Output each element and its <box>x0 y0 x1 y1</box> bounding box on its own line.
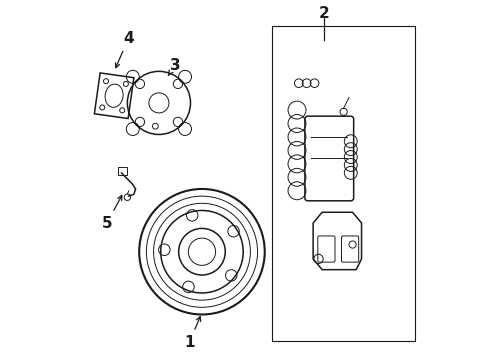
Text: 3: 3 <box>168 58 180 76</box>
Text: 1: 1 <box>184 316 200 350</box>
Bar <box>272 26 416 341</box>
Text: 4: 4 <box>116 31 134 68</box>
Bar <box>118 167 126 175</box>
Text: 5: 5 <box>101 195 122 230</box>
Text: 2: 2 <box>318 6 329 21</box>
